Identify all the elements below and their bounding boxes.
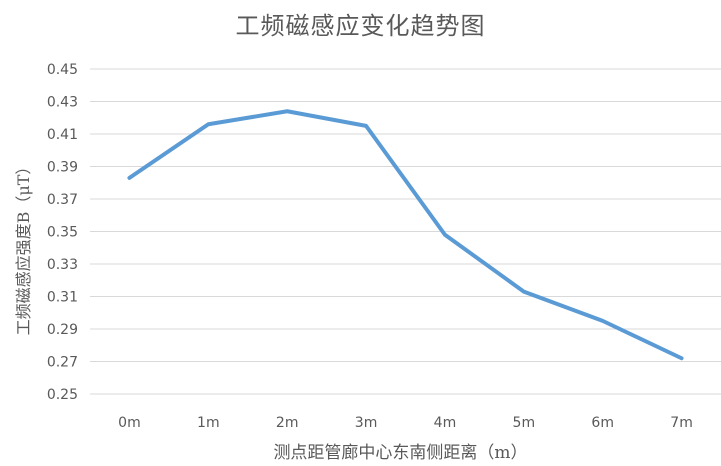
x-tick-label-6: 6m [591,415,614,431]
y-tick-label-8: 0.41 [47,127,78,143]
y-tick-label-6: 0.37 [47,192,78,208]
x-tick-label-2: 2m [276,415,299,431]
x-tick-label-0: 0m [118,415,141,431]
x-tick-label-3: 3m [355,415,378,431]
y-tick-label-4: 0.33 [47,257,78,273]
y-tick-label-0: 0.25 [47,387,78,403]
x-tick-label-5: 5m [513,415,536,431]
y-tick-label-7: 0.39 [47,160,78,176]
series-line-0 [127,109,684,361]
x-tick-label-4: 4m [434,415,457,431]
y-axis-title: 工频磁感应强度B（μT） [14,158,33,336]
x-tick-label-1: 1m [197,415,220,431]
chart-title: 工频磁感应变化趋势图 [235,12,486,40]
y-tick-label-10: 0.45 [47,62,78,78]
y-tick-label-2: 0.29 [47,322,78,338]
y-tick-label-5: 0.35 [47,225,78,241]
x-axis-title: 测点距管廊中心东南侧距离（m） [273,443,528,463]
y-tick-label-3: 0.31 [47,290,78,306]
y-tick-label-9: 0.43 [47,95,78,111]
y-tick-label-1: 0.27 [47,355,78,371]
x-tick-label-7: 7m [670,415,693,431]
